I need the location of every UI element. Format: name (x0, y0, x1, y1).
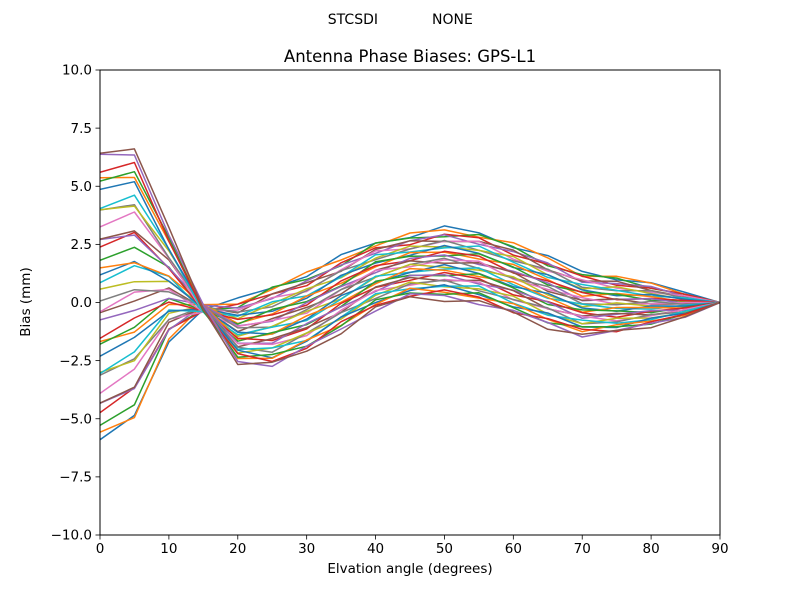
x-axis-label: Elvation angle (degrees) (327, 561, 492, 577)
x-tick-label: 70 (574, 541, 591, 557)
bias-line (100, 161, 720, 363)
x-tick-label: 90 (711, 541, 728, 557)
y-tick-label: −10.0 (51, 528, 92, 544)
y-tick-label: 0.0 (71, 295, 92, 311)
y-tick-label: 5.0 (71, 179, 92, 195)
y-axis-label: Bias (mm) (18, 267, 34, 336)
x-tick-label: 80 (643, 541, 660, 557)
y-tick-label: 2.5 (71, 237, 92, 253)
y-tick-label: −5.0 (59, 411, 92, 427)
chart-title: Antenna Phase Biases: GPS-L1 (284, 47, 536, 66)
x-tick-label: 0 (96, 541, 105, 557)
y-tick-label: 10.0 (62, 63, 92, 79)
y-axis-ticks: 10.0 7.5 5.0 2.5 0.0 −2.5 −5.0 −7.5 −10.0 (51, 63, 100, 544)
y-tick-label: −2.5 (59, 353, 92, 369)
x-tick-label: 60 (505, 541, 522, 557)
bias-line (100, 180, 720, 359)
suptitle-left: STCSDI (328, 12, 378, 28)
bias-line (100, 148, 720, 366)
x-tick-label: 30 (298, 541, 315, 557)
y-tick-label: 7.5 (71, 121, 92, 137)
x-tick-label: 40 (367, 541, 384, 557)
series-lines (100, 148, 720, 441)
x-tick-label: 10 (160, 541, 177, 557)
y-tick-label: −7.5 (59, 470, 92, 486)
x-tick-label: 50 (436, 541, 453, 557)
x-axis-ticks: 0 10 20 30 40 50 60 70 80 90 (96, 535, 729, 557)
x-tick-label: 20 (229, 541, 246, 557)
suptitle-right: NONE (432, 12, 473, 28)
